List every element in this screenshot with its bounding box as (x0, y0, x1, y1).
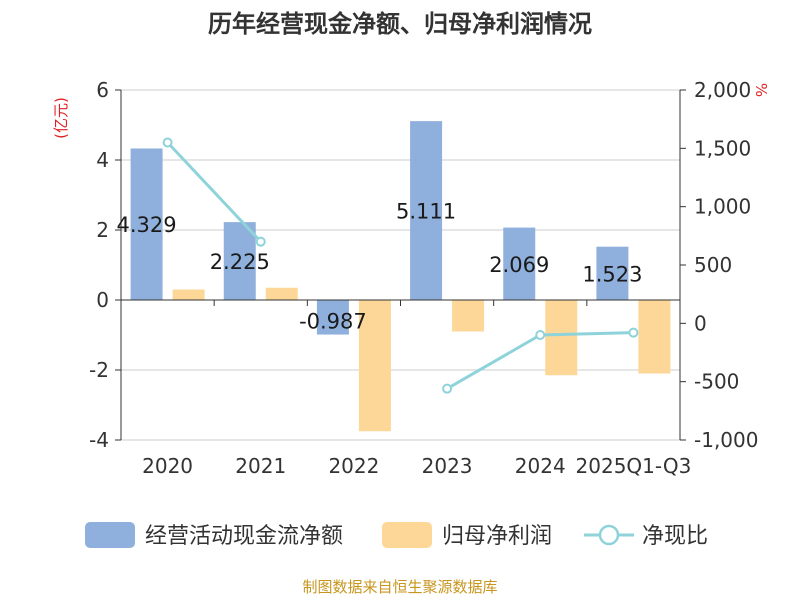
category-label: 2022 (328, 454, 379, 478)
point-ratio (255, 236, 266, 247)
line-segment-ratio (446, 331, 634, 390)
bar-netprofit (358, 300, 391, 432)
bar-netprofit (265, 287, 298, 300)
point-ratio (162, 137, 173, 148)
axes-layer: -4 -2 0 2 4 6 -1,000 -500 0 500 1,000 1,500 2,000 202… (89, 78, 758, 478)
legend-label-cashflow: 经营活动现金流净额 (145, 524, 343, 549)
bars-layer (130, 121, 671, 432)
line-layer (162, 137, 639, 394)
legend-label-ratio: 净现比 (642, 524, 708, 549)
left-tick-label: 4 (96, 148, 109, 172)
data-label-cashflow: 2.225 (210, 250, 270, 274)
data-label-cashflow: -0.987 (299, 310, 367, 334)
left-tick-label: -2 (89, 358, 109, 382)
bar-netprofit (172, 289, 205, 300)
line-segment-ratio (166, 141, 262, 243)
category-label: 2024 (515, 454, 566, 478)
legend-swatch-netprofit (382, 522, 432, 548)
source-note: 制图数据来自恒生聚源数据库 (302, 578, 497, 596)
data-label-cashflow: 1.523 (582, 262, 642, 286)
category-label: 2023 (422, 454, 473, 478)
data-label-cashflow: 4.329 (117, 213, 177, 237)
category-label: 2020 (142, 454, 193, 478)
bar-cashflow (596, 246, 629, 300)
right-tick-label: 1,500 (694, 136, 751, 160)
bar-netprofit (545, 300, 578, 376)
bar-netprofit (452, 300, 485, 332)
right-tick-label: 2,000 (694, 78, 751, 102)
bar-cashflow (130, 148, 163, 300)
point-ratio (535, 330, 546, 340)
right-tick-label: -1,000 (694, 428, 758, 452)
right-tick-label: -500 (694, 370, 739, 394)
bar-cashflow (503, 227, 536, 300)
left-tick-label: -4 (89, 428, 109, 452)
right-axis-unit: % (752, 83, 770, 97)
data-label-cashflow: 5.111 (396, 200, 456, 224)
bar-netprofit (638, 300, 671, 374)
left-tick-label: 0 (96, 288, 109, 312)
right-tick-label: 500 (694, 253, 732, 277)
point-ratio (628, 327, 639, 338)
category-label: 2025Q1-Q3 (576, 454, 692, 478)
left-tick-label: 6 (96, 78, 109, 102)
chart-title: 历年经营现金净额、归母净利润情况 (208, 10, 592, 38)
legend-swatch-ratio-marker (598, 524, 620, 546)
left-tick-label: 2 (96, 218, 109, 242)
category-label: 2021 (235, 454, 286, 478)
legend: 经营活动现金流净额 归母净利润 净现比 (85, 522, 708, 549)
right-tick-label: 0 (694, 311, 707, 335)
bar-cashflow (223, 222, 256, 300)
data-label-cashflow: 2.069 (489, 253, 549, 277)
legend-swatch-cashflow (85, 522, 135, 548)
right-tick-label: 1,000 (694, 195, 751, 219)
point-ratio (442, 383, 453, 394)
left-axis-unit: (亿元) (52, 97, 70, 139)
labels-layer: 4.329 2.225 -0.987 5.111 2.069 1.523 (117, 200, 643, 334)
bar-cashflow (410, 121, 443, 301)
bar-cashflow (316, 300, 349, 335)
legend-label-netprofit: 归母净利润 (442, 524, 552, 549)
